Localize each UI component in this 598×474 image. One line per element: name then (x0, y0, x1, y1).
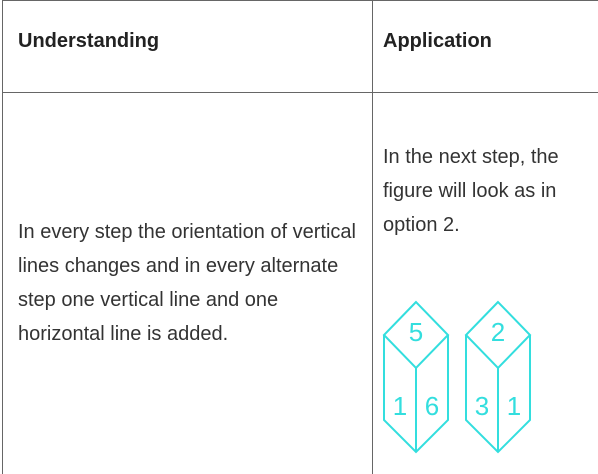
cube-number: 1 (393, 391, 407, 421)
cube-number: 1 (507, 391, 521, 421)
cube-outline (382, 300, 532, 454)
row-divider (2, 92, 598, 93)
table-border (2, 0, 598, 1)
column-divider (372, 0, 373, 474)
column-header: Understanding (18, 30, 160, 52)
table-border (2, 0, 3, 474)
cube-number: 3 (475, 391, 489, 421)
column-header: Application (383, 30, 492, 52)
cube-number: 5 (409, 317, 423, 347)
cell: In every step the orientation of vertica… (18, 92, 364, 474)
cube-number: 6 (425, 391, 439, 421)
cell-text: In the next step, the figure will look a… (383, 146, 559, 236)
cube-number: 2 (491, 317, 505, 347)
cell-text: In every step the orientation of vertica… (18, 221, 356, 345)
